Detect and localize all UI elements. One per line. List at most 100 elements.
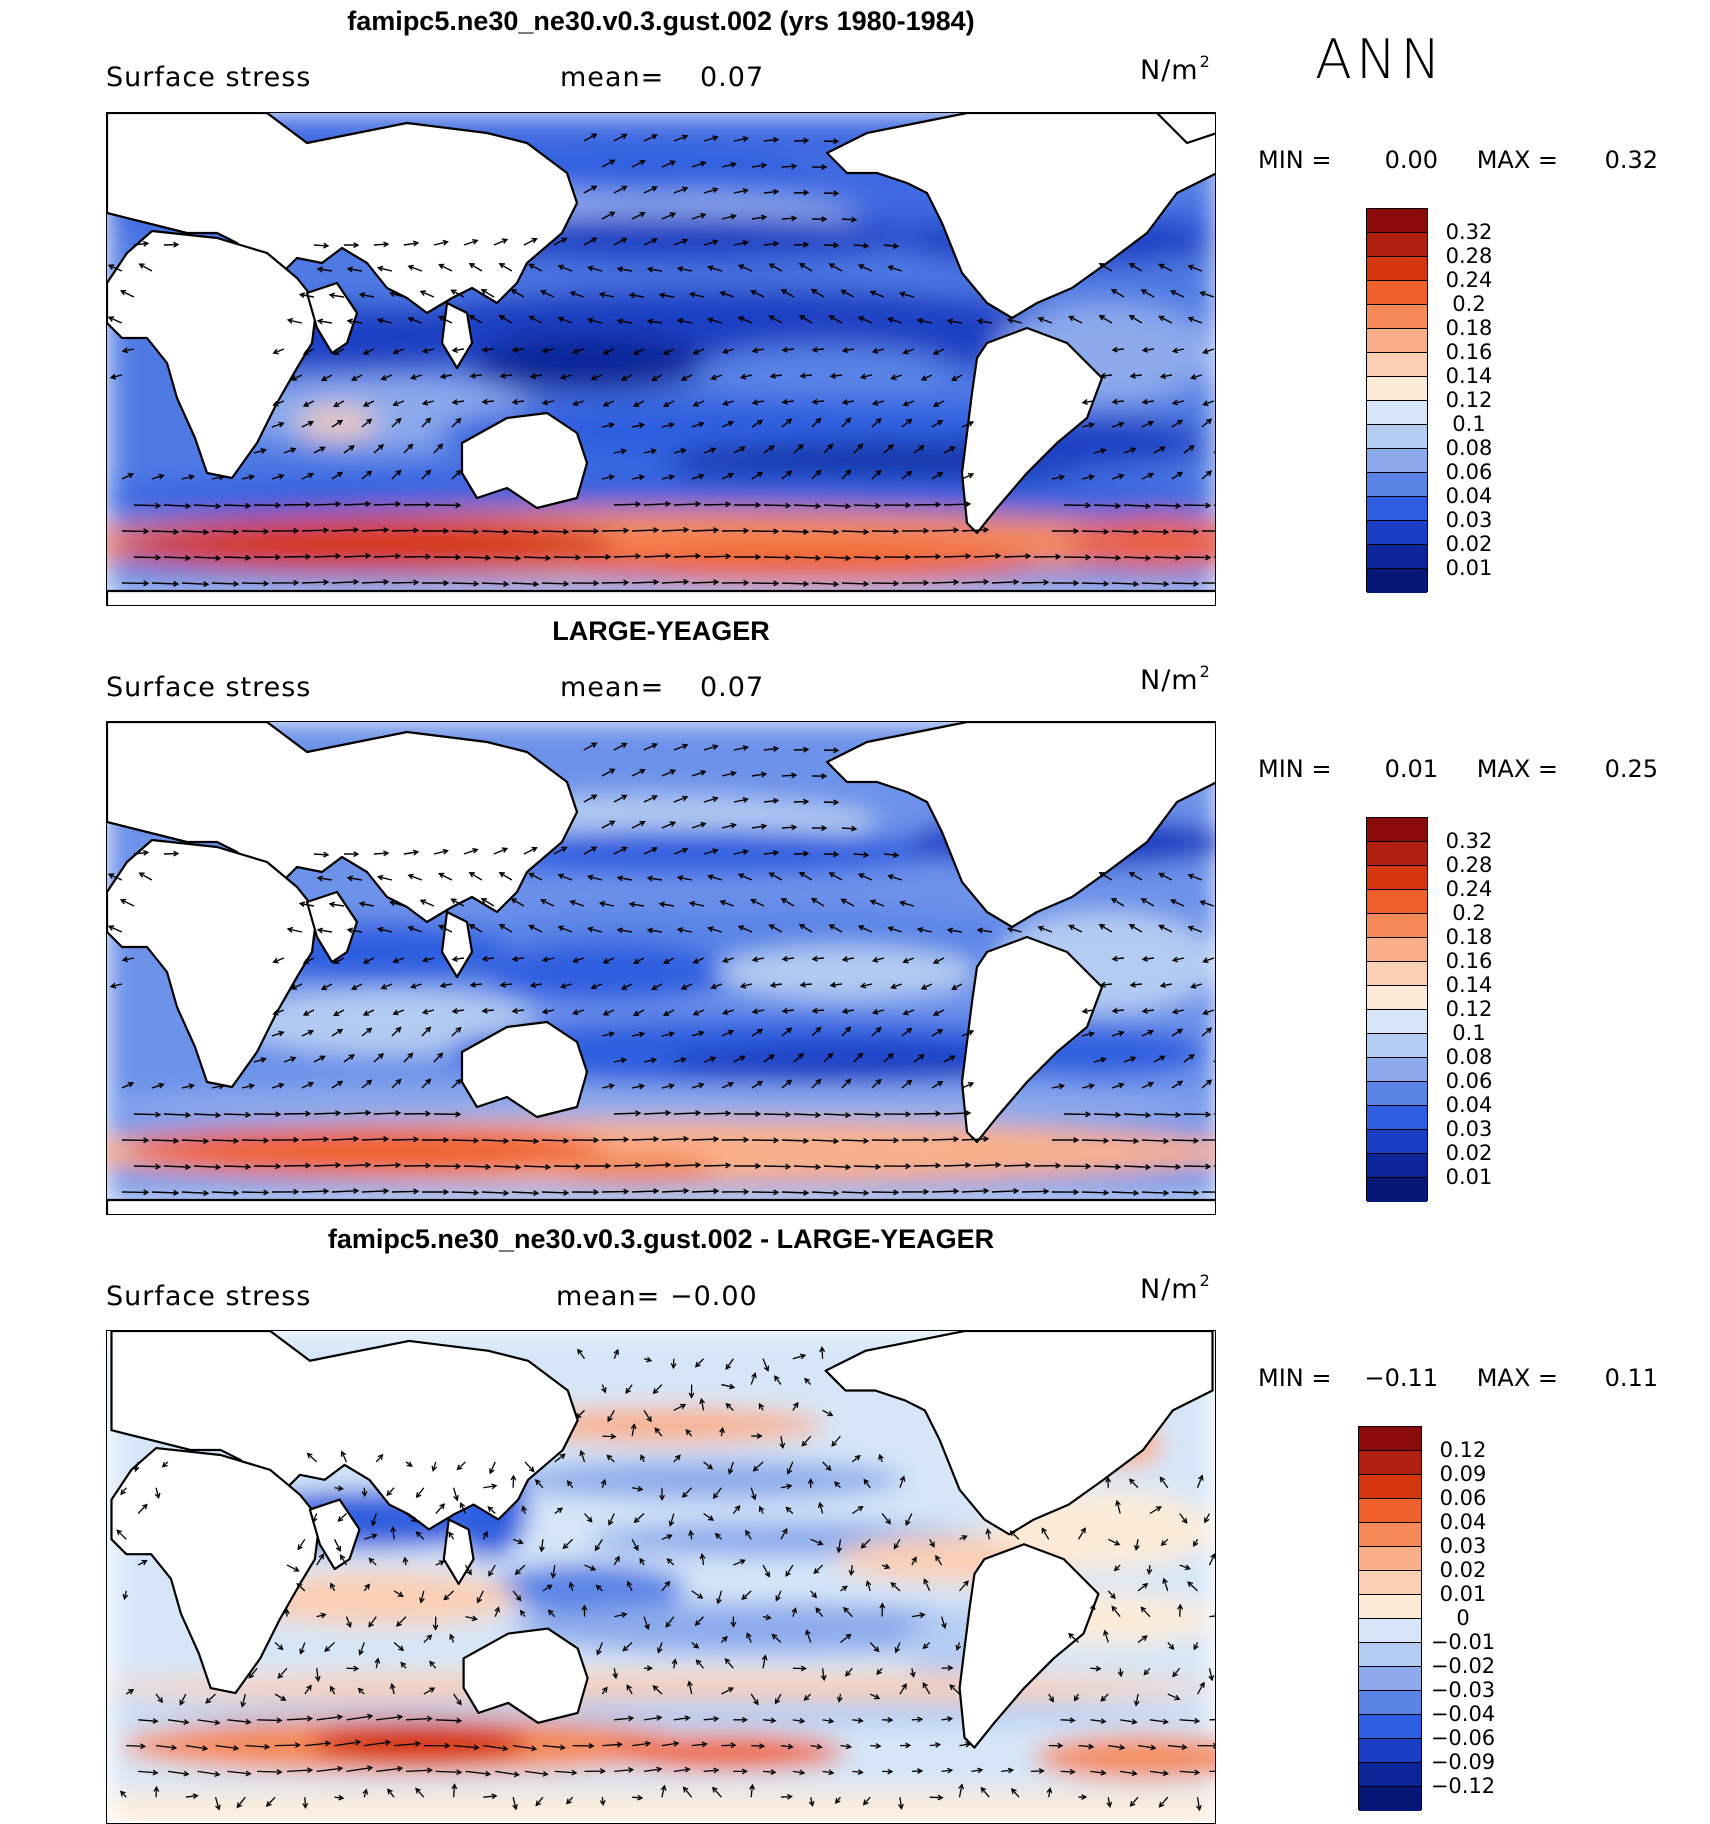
wind-vector-arrow (211, 474, 226, 481)
wind-vector-arrow (745, 1529, 752, 1540)
wind-vector-arrow (639, 1557, 645, 1566)
wind-vector-arrow (286, 1564, 300, 1572)
wind-vector-arrow (316, 266, 333, 273)
wind-vector-arrow (613, 1555, 620, 1566)
wind-vector-arrow (922, 1641, 931, 1650)
panel-3-units-text: N/m (1140, 1274, 1199, 1305)
wind-vector-arrow (334, 1794, 345, 1801)
wind-vector-arrow (1209, 1770, 1215, 1773)
wind-vector-arrow (1051, 474, 1066, 481)
colorbar-swatch (1367, 866, 1427, 890)
wind-vector-arrow (373, 850, 390, 857)
colorbar-tick-label: 0.14 (1445, 364, 1493, 388)
wind-vector-arrow (1081, 474, 1096, 481)
wind-vector-arrow (628, 901, 645, 908)
wind-vector-arrow (429, 1660, 437, 1669)
wind-vector-arrow (703, 848, 719, 855)
wind-vector-arrow (643, 847, 658, 855)
wind-vector-arrow (750, 1693, 759, 1706)
wind-vector-arrow (751, 580, 780, 587)
wind-vector-arrow (890, 1582, 901, 1592)
wind-vector-arrow (1171, 1137, 1200, 1144)
wind-vector-arrow (271, 1136, 300, 1143)
wind-vector-arrow (423, 1687, 436, 1695)
colorbar-swatch (1359, 1643, 1421, 1667)
wind-vector-arrow (211, 1137, 240, 1144)
wind-vector-arrow (1081, 422, 1096, 429)
wind-vector-arrow (828, 924, 843, 933)
wind-vector-arrow (120, 289, 135, 298)
wind-vector-arrow (387, 1788, 395, 1798)
wind-vector-arrow (798, 262, 813, 272)
wind-vector-arrow (167, 1719, 190, 1725)
wind-vector-arrow (857, 264, 873, 272)
wind-vector-arrow (951, 374, 963, 381)
wind-vector-arrow (1098, 315, 1113, 324)
wind-vector-arrow (550, 1564, 557, 1579)
wind-vector-arrow (881, 1513, 891, 1525)
wind-vector-arrow (271, 421, 285, 428)
wind-vector-arrow (676, 266, 693, 273)
wind-vector-arrow (331, 578, 360, 585)
wind-vector-arrow (871, 469, 882, 480)
wind-vector-arrow (871, 399, 885, 406)
wind-vector-arrow (286, 926, 303, 933)
wind-vector-arrow (350, 374, 363, 381)
wind-vector-arrow (333, 400, 345, 407)
wind-vector-arrow (358, 1642, 365, 1656)
wind-vector-arrow (314, 1668, 321, 1683)
wind-vector-arrow (691, 1188, 720, 1195)
wind-vector-arrow (673, 134, 689, 142)
wind-vector-arrow (320, 983, 333, 990)
wind-vector-arrow (673, 1454, 681, 1463)
wind-vector-arrow (346, 1713, 374, 1721)
wind-vector-arrow (763, 1717, 777, 1724)
wind-vector-arrow (775, 1590, 782, 1602)
wind-vector-arrow (205, 1693, 216, 1704)
wind-vector-arrow (793, 555, 822, 562)
wind-vector-arrow (539, 290, 555, 298)
wind-vector-arrow (403, 849, 420, 856)
wind-vector-arrow (793, 850, 810, 857)
wind-vector-arrow (973, 1161, 1002, 1168)
wind-vector-arrow (793, 444, 804, 454)
wind-vector-arrow (343, 242, 360, 249)
wind-vector-arrow (1179, 1513, 1188, 1524)
colorbar-tick-label: 0.02 (1445, 1141, 1493, 1165)
wind-vector-arrow (361, 418, 373, 428)
wind-vector-arrow (553, 554, 582, 561)
wind-vector-arrow (691, 1741, 708, 1748)
colorbar-tick-label: 0.18 (1445, 316, 1493, 340)
wind-vector-arrow (423, 1742, 451, 1749)
wind-vector-arrow (613, 553, 642, 560)
panel-1-map (106, 112, 1216, 606)
wind-vector-arrow (133, 502, 162, 509)
wind-vector-arrow (1179, 1564, 1191, 1571)
wind-vector-arrow (692, 348, 705, 355)
wind-vector-arrow (223, 1163, 252, 1170)
wind-vector-arrow (751, 956, 765, 963)
wind-vector-arrow (403, 1052, 414, 1063)
colorbar-tick-label: 0.04 (1445, 1093, 1493, 1117)
wind-vector-arrow (121, 1137, 150, 1144)
panel-1-units-text: N/m (1140, 55, 1199, 86)
wind-vector-arrow (240, 1693, 247, 1708)
wind-vector-arrow (661, 1135, 690, 1142)
wind-vector-arrow (1107, 1590, 1116, 1600)
wind-vector-arrow (1093, 448, 1107, 454)
wind-vector-arrow (541, 956, 555, 963)
wind-vector-arrow (253, 448, 267, 454)
panel-3-min-value: −0.11 (1364, 1364, 1438, 1392)
wind-vector-arrow (602, 348, 615, 355)
wind-vector-arrow (643, 1616, 650, 1631)
wind-vector-arrow (703, 187, 719, 194)
colorbar-swatch (1367, 353, 1427, 377)
wind-vector-arrow (181, 474, 196, 481)
wind-vector-arrow (1030, 1768, 1045, 1774)
wind-vector-arrow (931, 471, 944, 480)
colorbar-swatch (1367, 401, 1427, 425)
wind-vector-arrow (138, 872, 153, 881)
wind-vector-arrow (1183, 554, 1212, 561)
wind-vector-arrow (662, 957, 675, 964)
wind-vector-arrow (601, 1686, 608, 1695)
